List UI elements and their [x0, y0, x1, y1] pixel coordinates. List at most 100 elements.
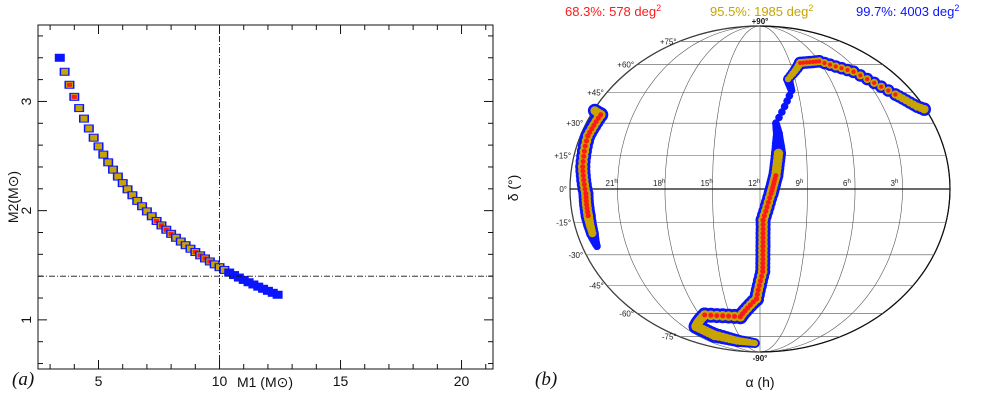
band-region-68: [759, 273, 765, 279]
dec-label: +75°: [660, 37, 677, 46]
band-region-68: [580, 168, 586, 174]
band-region-68: [583, 191, 589, 196]
band-cell-68: [158, 223, 164, 228]
band-region-95: [588, 229, 597, 238]
band-cell-95: [95, 143, 103, 150]
band-region-68: [760, 256, 766, 262]
y-tick-label: 1: [18, 316, 34, 324]
band-region-68: [708, 312, 714, 318]
band-region-68: [760, 217, 766, 223]
band-region-68: [582, 186, 588, 192]
dec-label: +90°: [752, 17, 769, 26]
dec-label: -15°: [556, 218, 571, 227]
band-region-95: [773, 148, 784, 159]
m2-axis-title: M2(M⊙): [5, 171, 21, 223]
dec-label: +30°: [566, 119, 583, 128]
legend-entry: 95.5%: 1985 deg2: [710, 3, 813, 19]
dec-label: +45°: [587, 88, 604, 97]
band-region-99: [772, 119, 780, 127]
band-region-68: [760, 243, 766, 249]
dec-label: 0°: [559, 185, 567, 194]
band-region-68: [583, 198, 589, 204]
dec-label: -45°: [589, 282, 604, 291]
band-region-68: [760, 230, 766, 236]
band-region-68: [798, 60, 803, 66]
band-region-68: [584, 205, 590, 211]
sky-map-panel: 68.3%: 578 deg2 95.5%: 1985 deg2 99.7%: 40…: [505, 3, 959, 390]
graticule-labels: 21h 18h 15h 12h 9h 6h 3h +90° +75° +60° +45° +30° +1…: [554, 17, 898, 363]
ra-hour-label: 9h: [796, 179, 804, 188]
band-cell-95: [128, 192, 136, 199]
band-region-68: [807, 60, 812, 65]
mass-plane-panel: 5 10 15 20 1 2 3 M1 (M⊙) M2(M⊙) (a): [5, 24, 494, 390]
dec-axis-title: δ (°): [505, 175, 521, 202]
band-region-68: [581, 148, 587, 154]
dec-label: +60°: [617, 61, 634, 70]
band-cell-95: [124, 186, 132, 193]
band-cell-95: [85, 125, 93, 132]
band-region-99: [593, 242, 601, 251]
ra-hour-label: 3h: [891, 179, 899, 188]
band-region-68: [593, 119, 599, 125]
x-tick-label: 5: [95, 373, 103, 389]
band-cell-95: [143, 208, 151, 215]
band-region-68: [760, 252, 766, 258]
band-region-68: [760, 264, 766, 270]
band-region-95: [920, 104, 929, 114]
band-region-68: [763, 208, 769, 214]
band-region-68: [760, 239, 766, 245]
band-region-68: [732, 313, 737, 319]
band-region-68: [760, 248, 766, 254]
dec-label: -60°: [619, 309, 634, 318]
band-region-68: [767, 195, 773, 201]
x-tick-label: 10: [212, 373, 228, 389]
band-region-68: [813, 59, 819, 64]
band-region-68: [760, 226, 766, 232]
band-region-68: [761, 213, 767, 219]
band-cell-95: [104, 159, 112, 166]
band-cell-95: [99, 151, 107, 158]
band-cell-95: [61, 68, 69, 75]
panel-a-tag: (a): [12, 369, 34, 390]
panel-b-tag: (b): [535, 369, 557, 390]
dec-label: +15°: [554, 152, 571, 161]
band-region-68: [581, 182, 587, 187]
band-cell-95: [80, 115, 88, 122]
band-region-68: [580, 173, 586, 179]
band-region-68: [760, 269, 766, 274]
x-tick-label: 15: [333, 373, 349, 389]
legend-entry: 99.7%: 4003 deg2: [856, 3, 959, 19]
band-region-68: [720, 313, 726, 319]
band-cell-68: [154, 218, 160, 223]
band-region-68: [756, 283, 762, 288]
band-region-68: [754, 292, 760, 297]
legend-entry: 68.3%: 578 deg2: [565, 3, 661, 19]
band-cell-95: [148, 213, 156, 220]
band-region-68: [714, 313, 720, 319]
band-region-68: [851, 69, 856, 74]
band-cell-95: [90, 134, 98, 141]
band-region-68: [750, 299, 756, 305]
mass-axis-ticks: 5 10 15 20 1 2 3: [18, 25, 493, 389]
band-region-68: [584, 202, 590, 208]
dec-label: -30°: [568, 251, 583, 260]
band-region-68: [585, 209, 591, 215]
band-cell-95: [138, 203, 146, 210]
ra-axis-title: α (h): [745, 374, 774, 390]
band-region-68: [584, 138, 589, 144]
band-cell-68: [71, 94, 77, 99]
ra-hour-label: 18h: [653, 179, 665, 188]
credible-area-legend: 68.3%: 578 deg2 95.5%: 1985 deg2 99.7%: 40…: [565, 3, 959, 19]
band-region-68: [754, 296, 759, 302]
ra-hour-label: 12h: [748, 179, 760, 188]
band-cell-95: [75, 105, 83, 112]
band-region-68: [757, 278, 763, 284]
band-region-68: [893, 92, 898, 97]
band-region-68: [760, 235, 766, 241]
band-region-68: [801, 60, 806, 65]
band-region-68: [827, 62, 833, 67]
band-cell-95: [109, 166, 117, 173]
band-region-68: [879, 84, 884, 89]
x-tick-label: 20: [454, 373, 470, 389]
